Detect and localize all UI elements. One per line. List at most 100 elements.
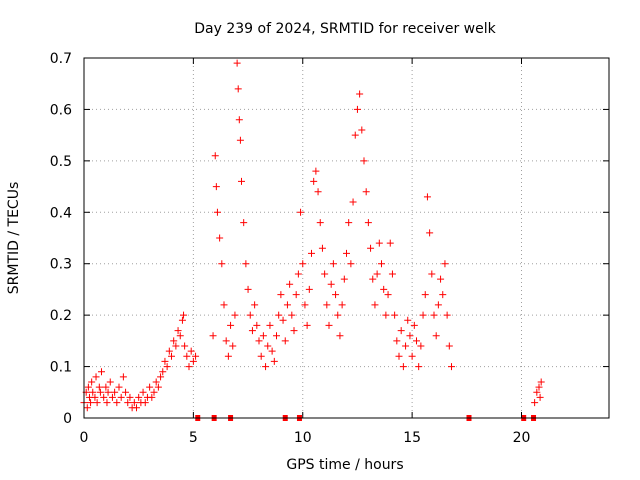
data-point (170, 337, 178, 345)
data-point (316, 219, 324, 227)
data-point (95, 383, 103, 391)
data-point (92, 373, 100, 381)
data-point (103, 399, 111, 407)
data-point (152, 378, 160, 386)
data-point (161, 357, 169, 365)
data-point (283, 301, 291, 309)
data-point (299, 260, 307, 268)
data-point (244, 285, 252, 293)
data-point (235, 116, 243, 124)
x-tick-label: 20 (513, 430, 531, 446)
data-point (402, 342, 410, 350)
data-point (413, 337, 420, 345)
data-point (159, 368, 167, 376)
data-point (399, 363, 407, 371)
data-points (80, 59, 545, 412)
data-point (113, 399, 121, 407)
data-point (262, 363, 270, 371)
chart-title: Day 239 of 2024, SRMTID for receiver wel… (194, 21, 496, 37)
data-point (264, 342, 272, 350)
data-point (183, 352, 191, 360)
data-point (426, 229, 434, 237)
y-tick-label: 0.2 (50, 308, 72, 324)
data-point (268, 347, 276, 355)
data-point (382, 311, 390, 319)
data-point (428, 270, 436, 278)
data-point (432, 332, 440, 340)
data-point (218, 260, 226, 268)
data-point (172, 342, 180, 350)
data-point (406, 332, 414, 340)
data-point (255, 337, 263, 345)
data-point (334, 311, 342, 319)
data-point (373, 270, 381, 278)
data-point (286, 280, 294, 288)
data-point (388, 270, 396, 278)
data-point (168, 352, 175, 360)
data-point (340, 275, 348, 283)
data-point (332, 291, 340, 299)
data-point (229, 342, 237, 350)
data-point (369, 275, 377, 283)
data-point (531, 399, 539, 407)
x-tick-label: 0 (80, 430, 89, 446)
x-tick-label: 10 (294, 430, 312, 446)
data-point (133, 404, 140, 412)
data-point (135, 393, 143, 401)
data-point (329, 260, 337, 268)
data-point (91, 393, 99, 401)
data-point (187, 347, 195, 355)
data-point (122, 388, 130, 396)
data-point (130, 399, 138, 407)
data-point (290, 327, 298, 335)
data-point (343, 249, 350, 257)
data-point (533, 388, 541, 396)
data-point (93, 399, 101, 407)
data-point (437, 275, 445, 283)
data-point (240, 219, 248, 227)
data-point (176, 332, 184, 340)
data-point (233, 59, 241, 67)
data-point (314, 188, 322, 196)
data-point (384, 291, 392, 299)
data-point (404, 316, 412, 324)
data-point (536, 393, 544, 401)
data-point (257, 352, 265, 360)
x-tick-label: 15 (403, 430, 421, 446)
data-point (111, 388, 119, 396)
data-point (213, 208, 221, 216)
data-point (417, 342, 425, 350)
data-point (222, 337, 230, 345)
data-point (421, 291, 429, 299)
data-point (397, 327, 405, 335)
data-point (327, 280, 335, 288)
data-point (353, 105, 361, 113)
data-point (242, 260, 250, 268)
data-point (336, 332, 344, 340)
data-point (236, 136, 244, 144)
data-point (124, 399, 132, 407)
data-point (270, 357, 278, 365)
data-point (443, 311, 451, 319)
data-point (115, 383, 123, 391)
data-point (410, 321, 418, 329)
data-point (180, 311, 188, 319)
data-point (84, 383, 92, 391)
y-axis-label: SRMTID / TECUs (6, 182, 22, 295)
data-point (185, 363, 193, 371)
data-point (380, 285, 388, 293)
data-point (349, 198, 357, 206)
y-tick-label: 0 (63, 411, 72, 427)
data-point (395, 352, 403, 360)
data-point (439, 291, 447, 299)
data-point (393, 337, 401, 345)
data-point (189, 357, 197, 365)
data-point (220, 301, 228, 309)
data-point (108, 393, 116, 401)
data-point (248, 327, 256, 335)
data-point (391, 311, 399, 319)
data-point (281, 337, 289, 345)
data-point (227, 321, 235, 329)
data-point (148, 393, 156, 401)
